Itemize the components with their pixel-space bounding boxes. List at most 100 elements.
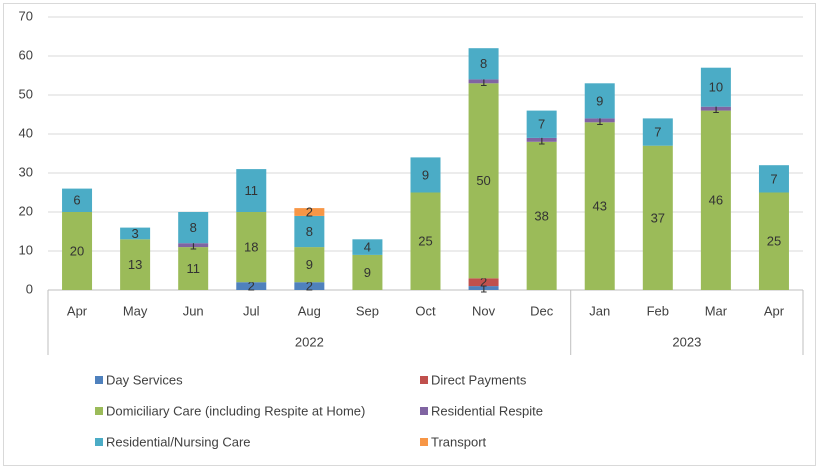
data-label: 1 (480, 74, 487, 89)
data-label: 7 (770, 171, 777, 186)
legend-swatch (420, 438, 428, 446)
x-tick-label: May (123, 303, 148, 318)
data-label: 11 (186, 261, 200, 276)
data-label: 10 (709, 80, 723, 95)
bar-segment (62, 212, 93, 290)
data-label: 2 (248, 279, 255, 294)
y-tick-label: 60 (19, 47, 33, 62)
y-tick-label: 50 (19, 86, 33, 101)
x-tick-label: Nov (472, 303, 496, 318)
bar-segment (584, 122, 615, 290)
bar-segment (178, 243, 209, 248)
data-label: 20 (70, 243, 84, 258)
x-tick-label: Oct (415, 303, 436, 318)
bar-segment (584, 83, 615, 119)
bar-segment (294, 282, 325, 290)
y-tick-label: 0 (26, 281, 33, 296)
bar-segment (236, 282, 267, 290)
bar-segment (700, 110, 731, 290)
x-tick-label: Jan (589, 303, 610, 318)
bar-segment (700, 67, 731, 107)
data-label: 9 (306, 257, 313, 272)
bar-segment (352, 239, 383, 255)
legend-label: Residential/Nursing Care (106, 434, 251, 449)
bar-segment (758, 192, 789, 290)
legend-label: Day Services (106, 372, 183, 387)
legend-swatch (95, 438, 103, 446)
x-tick-label: Apr (764, 303, 785, 318)
x-tick-label: Jun (183, 303, 204, 318)
bar-segment (410, 192, 441, 290)
legend-label: Direct Payments (431, 372, 527, 387)
bar-segment (468, 83, 499, 279)
bar-segment (584, 118, 615, 123)
group-label: 2023 (672, 334, 701, 349)
legend-label: Residential Respite (431, 403, 543, 418)
y-tick-label: 10 (19, 242, 33, 257)
bar-segment (468, 79, 499, 84)
data-label: 1 (596, 113, 603, 128)
x-tick-label: Mar (705, 303, 728, 318)
data-label: 9 (596, 93, 603, 108)
bar-segment (352, 254, 383, 290)
data-label: 2 (480, 275, 487, 290)
data-label: 4 (364, 240, 371, 255)
x-tick-label: Sep (356, 303, 379, 318)
y-tick-label: 30 (19, 164, 33, 179)
bar-segment (468, 48, 499, 80)
bar-segment (178, 212, 209, 244)
legend-label: Transport (431, 434, 487, 449)
data-label: 8 (306, 224, 313, 239)
data-label: 9 (364, 265, 371, 280)
data-label: 7 (538, 117, 545, 132)
data-label: 7 (654, 124, 661, 139)
x-tick-label: Aug (298, 303, 321, 318)
bar-segment (120, 239, 151, 290)
legend-swatch (95, 407, 103, 415)
data-label: 2 (306, 279, 313, 294)
bar-segment (526, 110, 557, 138)
x-tick-label: Feb (647, 303, 669, 318)
data-label: 37 (651, 210, 665, 225)
bar-segment (526, 137, 557, 142)
bar-segment (468, 286, 499, 290)
data-label: 46 (709, 193, 723, 208)
legend-swatch (420, 376, 428, 384)
data-label: 1 (190, 238, 197, 253)
data-label: 13 (128, 257, 142, 272)
bar-segment (178, 247, 209, 290)
x-tick-label: Jul (243, 303, 260, 318)
legend-swatch (95, 376, 103, 384)
legend-swatch (420, 407, 428, 415)
data-label: 3 (131, 226, 138, 241)
bar-segment (526, 141, 557, 290)
bar-segment (758, 165, 789, 193)
data-label: 38 (534, 208, 548, 223)
data-label: 50 (476, 173, 490, 188)
data-label: 6 (73, 193, 80, 208)
bar-segment (62, 188, 93, 212)
bar-segment (236, 212, 267, 283)
data-label: 8 (480, 56, 487, 71)
y-tick-label: 70 (19, 8, 33, 23)
data-label: 25 (418, 234, 432, 249)
x-tick-label: Dec (530, 303, 554, 318)
bar-segment (700, 106, 731, 111)
data-label: 11 (245, 183, 259, 198)
data-label: 1 (712, 101, 719, 116)
bar-segment (642, 145, 673, 290)
x-tick-label: Apr (67, 303, 88, 318)
data-label: 1 (538, 132, 545, 147)
bar-segment (294, 247, 325, 283)
data-label: 9 (422, 167, 429, 182)
bar-segment (468, 278, 499, 287)
bar-segment (236, 169, 267, 212)
data-label: 8 (190, 220, 197, 235)
data-label: 25 (767, 234, 781, 249)
data-label: 1 (480, 280, 487, 295)
legend-label: Domiciliary Care (including Respite at H… (106, 403, 365, 418)
group-label: 2022 (295, 334, 324, 349)
bar-segment (120, 227, 151, 240)
data-label: 2 (306, 204, 313, 219)
